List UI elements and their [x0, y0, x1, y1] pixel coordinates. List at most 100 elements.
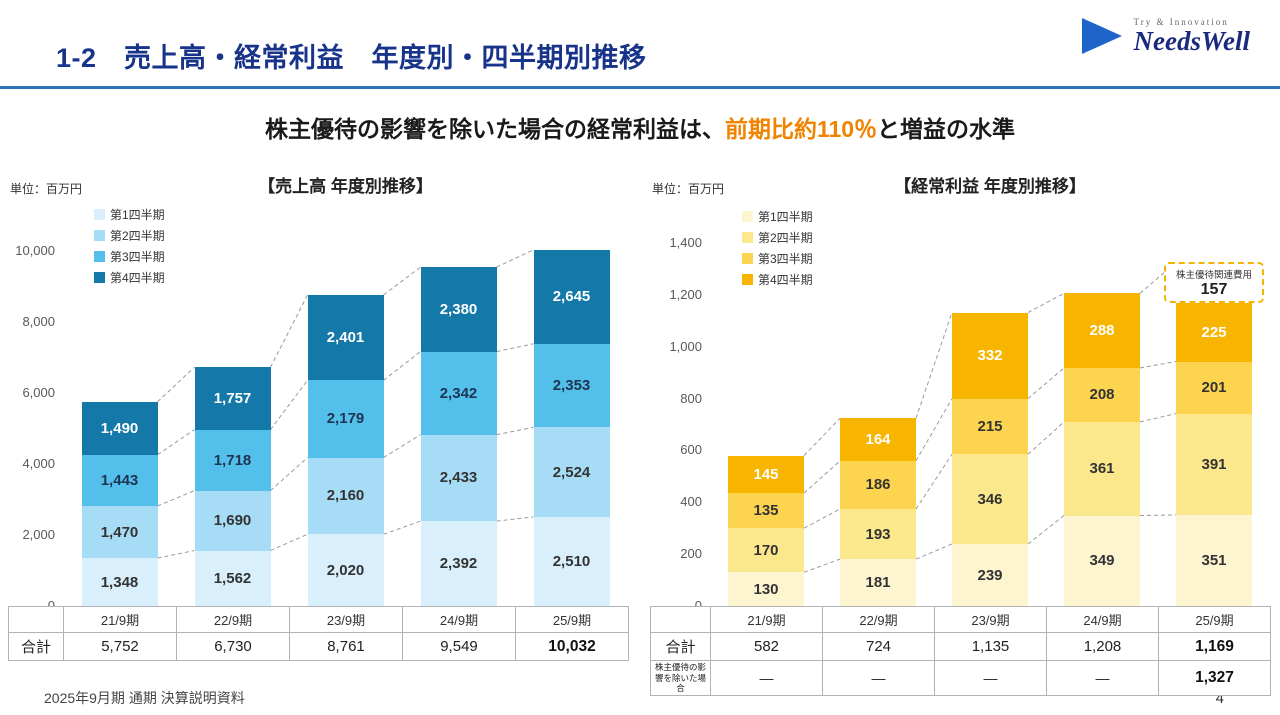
bar-value-label: 351: [1201, 552, 1227, 569]
bar-segment: 2,160: [307, 457, 384, 535]
bar-value-label: 2,401: [326, 329, 365, 347]
bar-segment: 225: [1176, 303, 1252, 362]
y-axis-tick: 8,000: [22, 314, 55, 329]
annotation-value: 157: [1200, 280, 1228, 298]
bar-value-label: 2,645: [552, 288, 591, 306]
bar-segment: 2,524: [533, 427, 610, 517]
totals-row-label: 合計: [8, 632, 64, 661]
bar-value-label: 2,353: [552, 377, 591, 395]
legend-item: 第2四半期: [742, 229, 813, 246]
bar-value-label: 2,380: [439, 300, 478, 318]
legend-item: 第1四半期: [94, 206, 165, 223]
logo-triangle-icon: [1081, 18, 1122, 54]
legend-swatch-icon: [94, 251, 105, 262]
bar-segment: 391: [1176, 413, 1252, 515]
total-value: 1,135: [934, 632, 1047, 661]
bar-value-label: 170: [753, 541, 779, 559]
adjusted-row: 株主優待の影響を除いた場合 ― ― ― ― 1,327: [650, 660, 1271, 696]
bar-segment: 349: [1064, 515, 1140, 606]
bar-segment: 351: [1176, 515, 1252, 606]
bar-segment: 239: [952, 544, 1028, 606]
x-axis-label: 25/9期: [1158, 606, 1271, 633]
total-value: 6,730: [176, 632, 290, 661]
bar-segment: 201: [1176, 361, 1252, 414]
bar-segment: 145: [728, 455, 804, 494]
bar-value-label: 2,342: [439, 384, 478, 402]
y-axis-tick: 4,000: [22, 456, 55, 471]
bar-segment: 1,562: [194, 550, 271, 606]
total-value: 8,761: [289, 632, 403, 661]
x-axis-label: 21/9期: [710, 606, 823, 633]
plot-area: 130 181 239 349 351 170 193 346 361 391 135 186 215 2…: [710, 243, 1270, 606]
bar-value-label: 130: [753, 580, 779, 598]
axis-corner-cell: [650, 606, 711, 633]
bar-segment: 1,718: [194, 429, 271, 491]
bar-segment: 215: [952, 398, 1028, 455]
legend-swatch-icon: [742, 274, 753, 285]
y-axis-tick: 200: [680, 546, 702, 562]
legend-label: 第1四半期: [758, 210, 813, 224]
legend-item: 第3四半期: [742, 250, 813, 267]
legend-item: 第2四半期: [94, 227, 165, 244]
bar-segment: 1,757: [194, 367, 271, 430]
bar-value-label: 2,392: [439, 555, 478, 573]
legend-item: 第3四半期: [94, 248, 165, 265]
bar-segment: 2,342: [420, 351, 497, 435]
logo-tagline: Try & Innovation: [1133, 16, 1229, 27]
bar-segment: 361: [1064, 421, 1140, 516]
unit-label: 単位：百万円: [652, 182, 725, 196]
y-axis-tick: 6,000: [22, 385, 55, 400]
total-value: 9,549: [402, 632, 516, 661]
legend-item: 第1四半期: [742, 208, 813, 225]
bar-value-label: 2,433: [439, 469, 478, 487]
x-axis-label: 23/9期: [289, 606, 403, 633]
adjusted-row-label: 株主優待の影響を除いた場合: [650, 660, 711, 696]
bar-value-label: 1,757: [213, 389, 252, 407]
bar-value-label: 1,690: [213, 512, 252, 530]
bar-value-label: 181: [865, 574, 891, 592]
shareholder-benefit-annotation: 株主優待関連費用 157: [1164, 262, 1264, 304]
total-value: 582: [710, 632, 823, 661]
bar-value-label: 332: [977, 347, 1003, 365]
chart-title: 【経常利益 年度別推移】: [894, 177, 1086, 196]
total-value: 1,208: [1046, 632, 1159, 661]
bar-value-label: 208: [1089, 386, 1115, 404]
bar-value-label: 288: [1089, 322, 1115, 340]
legend-swatch-icon: [94, 209, 105, 220]
bar-segment: 2,353: [533, 343, 610, 428]
bar-value-label: 215: [977, 417, 1003, 435]
unit-label: 単位：百万円: [10, 182, 83, 196]
connector-lines: [803, 262, 1177, 573]
bar-segment: 288: [1064, 293, 1140, 368]
bar-segment: 2,401: [307, 295, 384, 381]
bar-segment: 1,443: [81, 454, 158, 506]
ordinary-income-chart: 単位：百万円【経常利益 年度別推移】第1四半期第2四半期第3四半期第4四半期02…: [650, 168, 1272, 708]
header-divider: [0, 86, 1280, 89]
page-title: 1-2 売上高・経常利益 年度別・四半期別推移: [56, 43, 647, 73]
summary-table: 21/9期 22/9期 23/9期 24/9期 25/9期 合計 582 724 1,135 1,…: [650, 606, 1271, 696]
needswell-logo: Try & Innovation NeedsWell: [1080, 16, 1250, 56]
y-axis-tick: 1,000: [669, 338, 702, 354]
x-axis-label: 25/9期: [515, 606, 629, 633]
bar-value-label: 1,490: [100, 419, 139, 437]
legend-swatch-icon: [742, 253, 753, 264]
adjusted-value: ―: [934, 660, 1047, 696]
bar-segment: 2,645: [533, 249, 610, 344]
bar-segment: 170: [728, 528, 804, 573]
bar-value-label: 2,020: [326, 561, 365, 579]
chart-title: 【売上高 年度別推移】: [258, 177, 433, 196]
logo-text: Try & Innovation NeedsWell: [1134, 17, 1250, 55]
bar-segment: 2,510: [533, 516, 610, 606]
bar-segment: 186: [840, 460, 916, 510]
x-axis-label: 22/9期: [822, 606, 935, 633]
y-axis-tick: 1,400: [669, 235, 702, 250]
total-value: 724: [822, 632, 935, 661]
bar-segment: 135: [728, 493, 804, 529]
y-axis-tick: 10,000: [15, 243, 55, 258]
bar-segment: 2,020: [307, 534, 384, 606]
bar-segment: 346: [952, 454, 1028, 545]
bar-segment: 208: [1064, 368, 1140, 422]
legend-label: 第4四半期: [758, 273, 813, 287]
bar-value-label: 2,510: [552, 552, 591, 570]
